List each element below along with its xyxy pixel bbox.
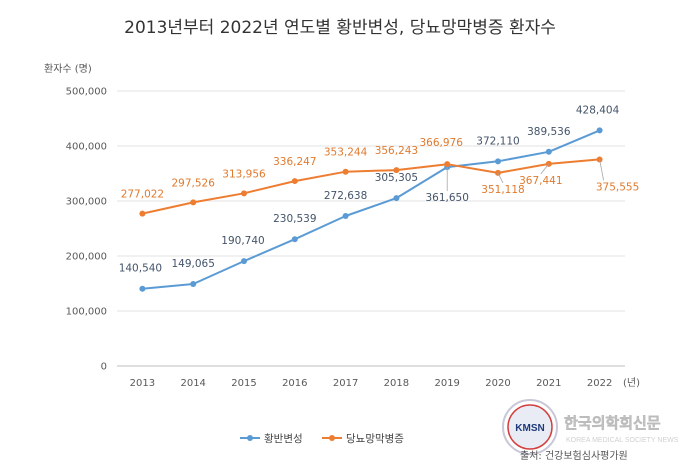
x-axis-ticks: 2013 2014 2015 2016 2017 2018 2019 2020 2021 2022 <box>130 378 613 389</box>
data-point <box>596 127 603 134</box>
x-tick-label: 2017 <box>333 378 358 389</box>
series-line-2 <box>142 158 600 215</box>
data-label: 353,244 <box>324 147 368 159</box>
data-point <box>139 285 146 292</box>
y-tick-label: 200,000 <box>66 252 107 263</box>
legend-label: 황반변성 <box>264 433 303 445</box>
data-point <box>190 199 197 206</box>
legend-swatch-marker <box>329 435 335 441</box>
data-label: 305,305 <box>375 172 418 184</box>
y-axis-ticks: 0 100,000 200,000 300,000 400,000 500,000 <box>66 87 107 373</box>
data-point <box>393 167 400 174</box>
y-tick-label: 400,000 <box>66 142 107 153</box>
data-point <box>291 178 298 185</box>
data-point <box>444 161 451 168</box>
data-labels: 140,540 149,065 190,740 230,539 272,638 305,3… <box>119 104 640 274</box>
data-label: 372,110 <box>476 135 519 147</box>
data-point <box>495 158 501 165</box>
y-tick-label: 100,000 <box>66 307 107 318</box>
data-point <box>393 195 400 202</box>
source-note: 출처: 건강보험심사평가원 <box>520 450 628 462</box>
data-point <box>545 148 552 155</box>
data-point <box>190 281 197 288</box>
data-label: 389,536 <box>527 126 571 138</box>
data-label: 149,065 <box>171 258 214 270</box>
data-label: 140,540 <box>119 263 162 275</box>
x-tick-label: 2021 <box>536 378 561 389</box>
data-label: 297,526 <box>171 177 215 189</box>
x-tick-label: 2013 <box>130 378 155 389</box>
logo-badge-text: KMSN <box>515 423 544 434</box>
watermark-text: 한국의학회신문 <box>564 414 661 432</box>
data-label: 367,441 <box>519 175 562 187</box>
x-tick-label: 2020 <box>485 378 510 389</box>
series-line-1 <box>142 129 600 290</box>
label-leader-line <box>497 172 504 184</box>
x-axis-unit: (년) <box>623 377 640 389</box>
data-label: 277,022 <box>121 189 164 201</box>
legend: 황반변성 당뇨망막병증 <box>240 433 404 445</box>
y-axis-label: 환자수 (명) <box>44 63 92 75</box>
legend-label: 당뇨망막병증 <box>346 433 404 445</box>
legend-swatch-marker <box>247 435 253 441</box>
x-tick-label: 2015 <box>231 378 256 389</box>
data-label: 351,118 <box>481 184 524 196</box>
logo-inner-ring <box>507 404 553 450</box>
data-point <box>291 236 298 243</box>
data-label: 428,404 <box>576 104 620 116</box>
data-label: 230,539 <box>273 213 316 225</box>
label-leader-line <box>540 163 550 175</box>
data-label: 375,555 <box>596 181 639 193</box>
data-label: 361,650 <box>425 192 468 204</box>
y-tick-label: 500,000 <box>66 87 107 98</box>
x-tick-label: 2016 <box>282 378 307 389</box>
y-tick-label: 0 <box>101 362 107 373</box>
series-lines <box>142 129 600 290</box>
y-tick-label: 300,000 <box>66 197 107 208</box>
x-tick-label: 2014 <box>180 378 205 389</box>
data-point <box>241 258 247 265</box>
label-leader-line <box>599 159 604 181</box>
data-label: 190,740 <box>221 235 264 247</box>
data-label: 356,243 <box>375 145 418 157</box>
data-label: 313,956 <box>222 168 266 180</box>
series-markers <box>139 127 603 292</box>
data-point <box>342 168 349 175</box>
data-point <box>241 190 247 197</box>
kmsn-logo: KMSN <box>502 399 558 455</box>
data-point <box>342 213 349 220</box>
data-label: 336,247 <box>273 156 316 168</box>
x-tick-label: 2019 <box>434 378 459 389</box>
x-tick-label: 2018 <box>384 378 409 389</box>
data-point <box>139 210 146 217</box>
watermark-subtext: KOREA MEDICAL SOCIETY NEWS <box>566 437 679 444</box>
data-label: 272,638 <box>324 190 367 202</box>
x-tick-label: 2022 <box>587 378 612 389</box>
data-label: 366,976 <box>419 137 463 149</box>
chart-title: 2013년부터 2022년 연도별 황반변성, 당뇨망막병증 환자수 <box>124 18 556 38</box>
